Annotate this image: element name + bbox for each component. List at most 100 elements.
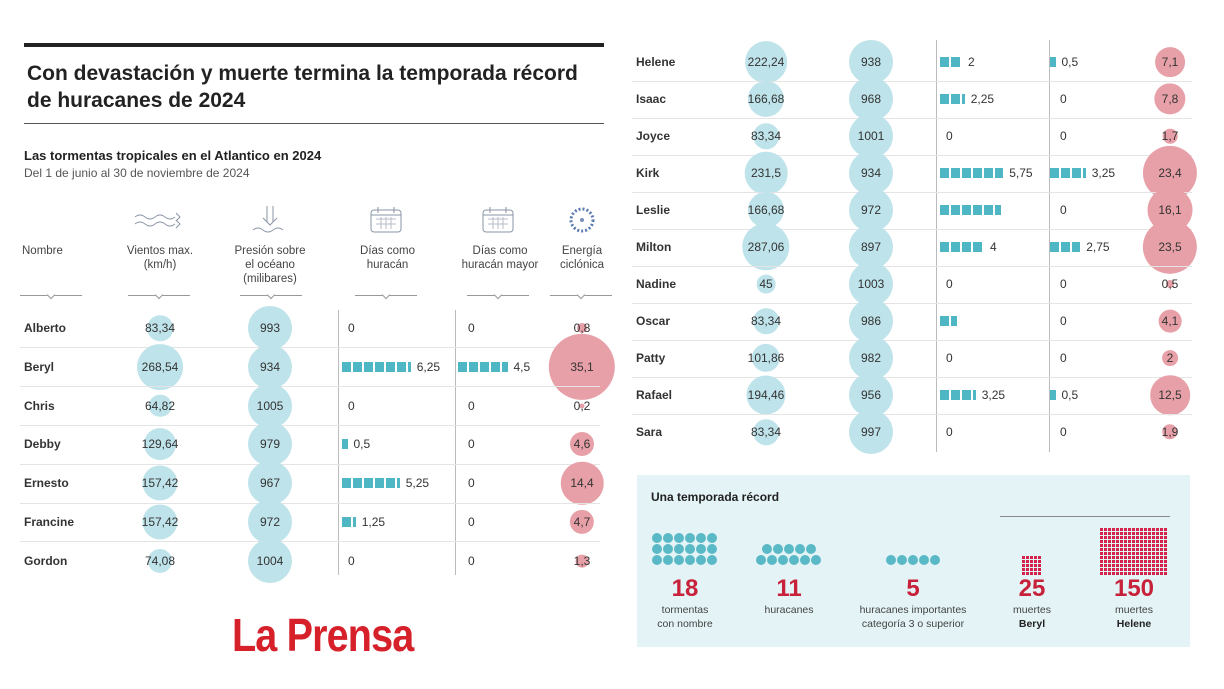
death-square xyxy=(1116,564,1119,567)
row-divider xyxy=(632,191,1192,193)
death-square xyxy=(1116,556,1119,559)
storm-dot xyxy=(663,544,673,554)
death-square xyxy=(1026,568,1029,571)
death-square xyxy=(1156,556,1159,559)
storm-dot xyxy=(707,555,717,565)
major-days-value: 0 xyxy=(468,321,475,335)
death-square xyxy=(1026,556,1029,559)
death-square xyxy=(1034,560,1037,563)
death-square xyxy=(1156,548,1159,551)
death-square xyxy=(1112,552,1115,555)
death-square xyxy=(1164,564,1167,567)
death-square xyxy=(1100,548,1103,551)
death-square xyxy=(1136,552,1139,555)
death-square xyxy=(1038,564,1041,567)
hurricane-icon xyxy=(557,205,607,235)
death-square xyxy=(1152,536,1155,539)
wind-bubble xyxy=(753,419,779,445)
energy-value: 0,8 xyxy=(573,321,591,335)
row-divider xyxy=(632,376,1192,378)
wind-value: 101,86 xyxy=(747,351,785,365)
storm-dot xyxy=(761,544,772,554)
pressure-bubble xyxy=(248,306,292,350)
death-square xyxy=(1108,548,1111,551)
death-square xyxy=(1164,556,1167,559)
pressure-value: 968 xyxy=(860,92,882,106)
wind-bubble xyxy=(751,343,781,373)
wind-value: 83,34 xyxy=(144,321,176,335)
hurricane-days-bar xyxy=(342,439,348,450)
death-square xyxy=(1136,568,1139,571)
death-square xyxy=(1116,536,1119,539)
death-square xyxy=(1160,532,1163,535)
death-square xyxy=(1156,544,1159,547)
pressure-bubble xyxy=(248,422,292,467)
death-square xyxy=(1128,556,1131,559)
storm-dot xyxy=(789,555,799,565)
pressure-value: 986 xyxy=(860,314,882,328)
death-square xyxy=(1100,536,1103,539)
summary-label-line2: categoría 3 o superior xyxy=(861,618,965,630)
death-square xyxy=(1152,572,1155,575)
hurricane-days-value: 5,25 xyxy=(405,476,430,491)
storm-name: Debby xyxy=(24,437,61,452)
death-square xyxy=(1104,544,1107,547)
wind-value: 83,34 xyxy=(750,314,782,328)
death-square xyxy=(1140,532,1143,535)
death-square xyxy=(1164,528,1167,531)
row-divider xyxy=(632,339,1192,341)
wind-value: 287,06 xyxy=(747,240,785,254)
column-chevron xyxy=(355,295,417,296)
date-range: Del 1 de junio al 30 de noviembre de 202… xyxy=(24,166,250,180)
death-square xyxy=(1160,552,1163,555)
hurricane-days-value: 0 xyxy=(946,351,953,365)
death-square xyxy=(1140,552,1143,555)
death-square xyxy=(1132,556,1135,559)
hurricane-days-value: 0,5 xyxy=(353,437,371,452)
hurricane-days-value: 0 xyxy=(348,398,355,413)
death-square xyxy=(1160,572,1163,575)
death-square xyxy=(1022,556,1025,559)
death-square xyxy=(1132,564,1135,567)
death-square xyxy=(1148,568,1151,571)
death-square xyxy=(1116,548,1119,551)
death-square xyxy=(1136,556,1139,559)
energy-value: 12,5 xyxy=(1158,388,1182,402)
pressure-value: 979 xyxy=(259,437,281,452)
column-chevron xyxy=(467,295,529,296)
pressure-bubble xyxy=(248,383,292,428)
storm-dot xyxy=(896,555,907,565)
death-square xyxy=(1148,528,1151,531)
pressure-value: 993 xyxy=(259,321,281,335)
storm-name: Nadine xyxy=(636,277,677,291)
energy-bubble xyxy=(579,403,585,409)
deaths-bracket xyxy=(1000,516,1170,517)
death-square xyxy=(1152,532,1155,535)
death-square xyxy=(1112,528,1115,531)
pressure-bubble xyxy=(849,114,893,158)
death-square xyxy=(1104,556,1107,559)
wind-value: 64,82 xyxy=(144,398,176,413)
major-days-value: 0 xyxy=(1060,129,1067,143)
death-square xyxy=(1140,560,1143,563)
death-square xyxy=(1120,564,1123,567)
storm-dot xyxy=(652,533,662,543)
major-days-bar xyxy=(1050,57,1056,67)
death-square xyxy=(1156,560,1159,563)
death-square xyxy=(1104,540,1107,543)
death-square xyxy=(1108,564,1111,567)
storm-dot xyxy=(696,544,706,554)
death-square xyxy=(1160,548,1163,551)
death-square xyxy=(1124,528,1127,531)
death-square xyxy=(1112,540,1115,543)
wind-value: 74,08 xyxy=(144,553,176,568)
energy-bubble xyxy=(560,461,604,505)
energy-value: 35,1 xyxy=(570,359,594,374)
storm-dot xyxy=(800,555,810,565)
death-square xyxy=(1144,536,1147,539)
pressure-value: 997 xyxy=(860,425,882,439)
storm-name: Alberto xyxy=(24,321,66,335)
storm-name: Kirk xyxy=(636,166,660,180)
wind-bubble xyxy=(144,428,176,461)
death-square xyxy=(1120,552,1123,555)
